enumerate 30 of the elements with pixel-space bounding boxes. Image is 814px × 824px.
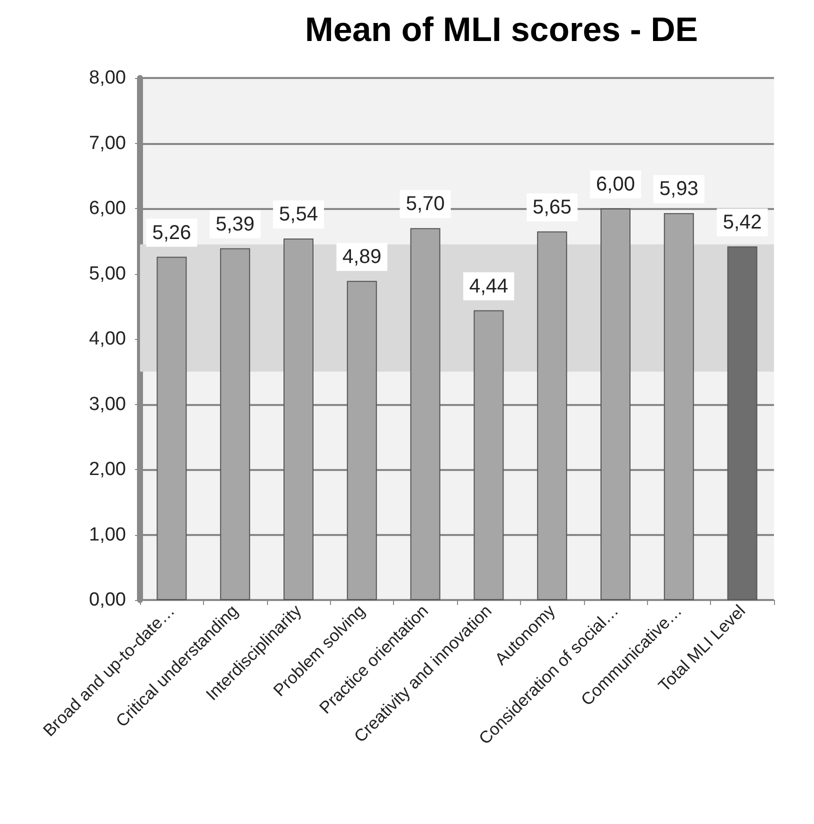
data-label: 5,65 (532, 196, 572, 218)
bar (410, 228, 440, 600)
bar (284, 238, 314, 600)
data-label: 5,42 (722, 211, 762, 234)
bar (220, 248, 250, 600)
y-tick-label: 5,00 (89, 263, 126, 284)
data-label: 6,00 (596, 174, 635, 196)
data-label: 4,44 (469, 275, 508, 298)
bar (600, 208, 630, 600)
y-tick-label: 3,00 (89, 394, 126, 415)
data-label: 5,39 (216, 213, 255, 236)
data-label: 5,54 (279, 204, 318, 226)
bar (727, 246, 758, 600)
bar (664, 213, 694, 600)
data-label: 4,89 (342, 246, 382, 268)
y-tick-label: 2,00 (89, 459, 126, 480)
y-tick-label: 4,00 (89, 328, 126, 350)
bar (474, 310, 504, 600)
y-tick-label: 7,00 (89, 132, 126, 154)
y-tick-label: 6,00 (89, 198, 126, 219)
bar (537, 231, 568, 600)
data-label: 5,70 (406, 193, 445, 216)
bar (346, 280, 377, 600)
bar (156, 256, 187, 600)
y-tick-label: 0,00 (89, 590, 126, 610)
data-label: 5,93 (659, 178, 698, 200)
y-tick-label: 1,00 (89, 524, 126, 546)
y-tick-label: 8,00 (89, 68, 126, 88)
chart-title: Mean of MLI scores - DE (305, 11, 698, 49)
data-label: 5,26 (152, 222, 192, 244)
